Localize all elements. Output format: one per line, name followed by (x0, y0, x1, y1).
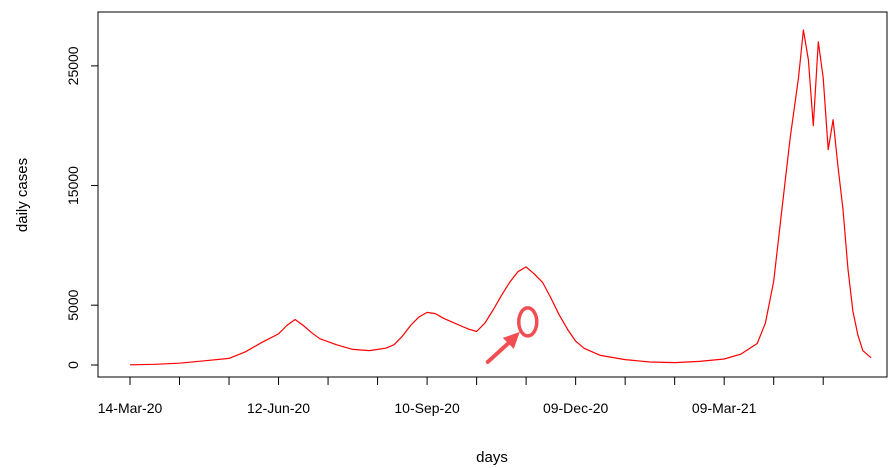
annotation-marker (485, 306, 539, 364)
y-tick-label: 15000 (65, 166, 81, 205)
x-tick-label: 09-Dec-20 (543, 400, 609, 416)
x-axis: 14-Mar-20 12-Jun-20 10-Sep-20 09-Dec-20 09-M… (98, 376, 827, 416)
x-tick-label: 14-Mar-20 (98, 400, 163, 416)
plot-frame (97, 11, 888, 378)
x-tick-label: 10-Sep-20 (394, 400, 460, 416)
y-axis-title: daily cases (14, 158, 31, 232)
x-tick-label: 12-Jun-20 (247, 400, 310, 416)
x-axis-title: days (476, 449, 508, 466)
annotation-arrow (485, 339, 512, 364)
daily-cases-line (129, 29, 872, 366)
y-tick-label: 0 (65, 361, 81, 369)
x-tick-label: 09-Mar-21 (692, 400, 757, 416)
annotation-arrowhead (502, 331, 520, 349)
y-axis: 0 5000 15000 25000 (65, 46, 99, 369)
y-tick-label: 25000 (65, 46, 81, 85)
annotation-circle (517, 306, 539, 338)
y-tick-label: 5000 (65, 289, 81, 320)
